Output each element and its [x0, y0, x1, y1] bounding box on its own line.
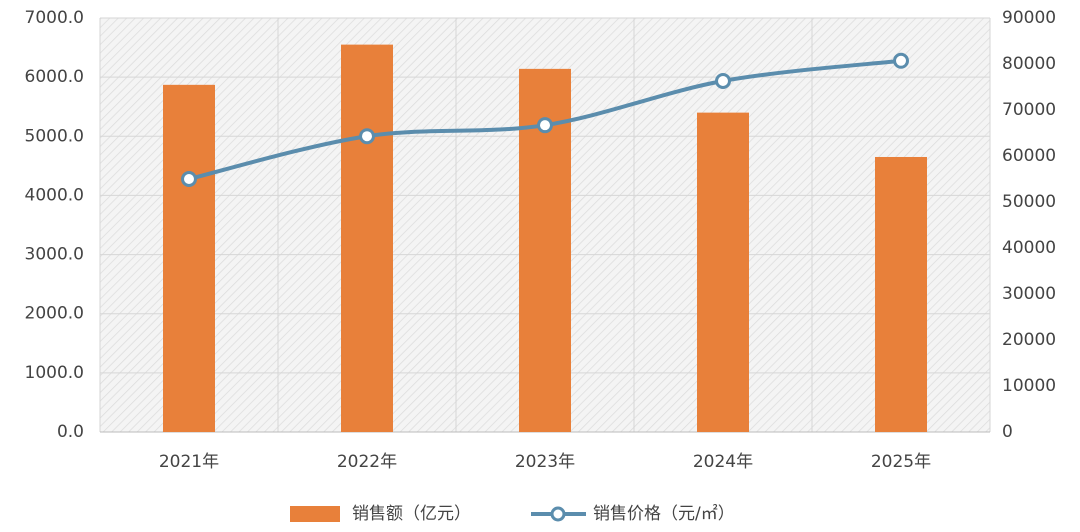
y2-tick-label: 40000: [1002, 238, 1056, 258]
y2-tick-label: 70000: [1002, 100, 1056, 120]
line-marker: [537, 117, 553, 134]
line-marker: [893, 52, 909, 69]
x-tick-label: 2021年: [159, 452, 219, 472]
y-tick-label: 3000.0: [25, 245, 84, 265]
y-tick-label: 4000.0: [25, 185, 84, 205]
y2-tick-label: 60000: [1002, 146, 1056, 166]
bar: [341, 44, 393, 432]
legend-label: 销售额（亿元）: [352, 504, 471, 524]
y2-tick-label: 20000: [1002, 330, 1056, 350]
legend-swatch: [290, 506, 340, 522]
y2-tick-label: 80000: [1002, 54, 1056, 74]
bar: [875, 156, 927, 432]
line-marker: [181, 171, 197, 187]
y-tick-label: 6000.0: [25, 67, 84, 87]
x-tick-label: 2025年: [871, 452, 931, 472]
y-tick-label: 5000.0: [25, 126, 84, 146]
x-tick-label: 2024年: [693, 452, 753, 472]
y-tick-label: 0.0: [57, 422, 84, 442]
legend-swatch-marker: [550, 506, 566, 522]
y2-tick-label: 0: [1002, 422, 1013, 442]
y2-tick-label: 90000: [1002, 8, 1056, 28]
x-tick-label: 2022年: [337, 452, 397, 472]
x-tick-label: 2023年: [515, 452, 575, 472]
y-tick-label: 1000.0: [25, 363, 84, 383]
y-tick-label: 7000.0: [25, 8, 84, 28]
bar: [163, 84, 215, 433]
y-tick-label: 2000.0: [25, 304, 84, 324]
line-marker: [715, 73, 731, 90]
y2-tick-label: 50000: [1002, 192, 1056, 212]
bar: [697, 112, 749, 432]
y2-tick-label: 10000: [1002, 376, 1056, 396]
line-marker: [359, 128, 375, 145]
y2-tick-label: 30000: [1002, 284, 1056, 304]
legend-label: 销售价格（元/㎡）: [593, 504, 735, 524]
